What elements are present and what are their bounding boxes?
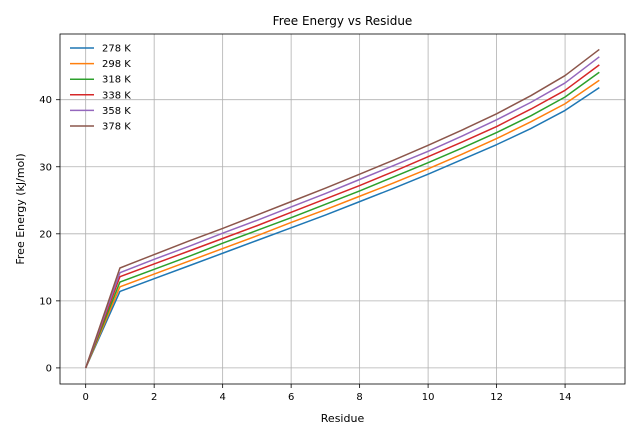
legend-label: 298 K: [102, 59, 131, 70]
legend-label: 318 K: [102, 75, 131, 86]
legend-label: 358 K: [102, 106, 131, 117]
x-tick-label: 0: [82, 392, 88, 403]
legend: 278 K 298 K 318 K 338 K 358 K 378 K: [70, 44, 131, 133]
series-line-298-k: [84, 79, 600, 369]
x-tick-label: 8: [356, 392, 362, 403]
grid-layer: [60, 34, 625, 384]
chart-title: Free Energy vs Residue: [273, 14, 413, 28]
x-tick-label: 6: [288, 392, 294, 403]
y-tick-label: 30: [39, 162, 52, 173]
legend-label: 278 K: [102, 44, 131, 55]
x-axis-label: Residue: [321, 412, 365, 425]
series-line-338-k: [84, 64, 600, 369]
series-line-358-k: [84, 56, 600, 369]
series-layer: [84, 48, 600, 369]
series-line-318-k: [84, 71, 600, 369]
x-tick-label: 4: [219, 392, 225, 403]
x-tick-label: 14: [559, 392, 572, 403]
legend-label: 338 K: [102, 90, 131, 101]
plot-frame: [59, 33, 626, 385]
x-tick-label: 2: [151, 392, 157, 403]
legend-label: 378 K: [102, 122, 131, 133]
y-tick-label: 20: [39, 229, 52, 240]
y-tick-label: 0: [46, 363, 52, 374]
series-line-378-k: [84, 48, 600, 369]
ticks-layer: 0 2 4 6 8 10 12 14 0 10 20 30 40: [39, 95, 571, 403]
x-tick-label: 12: [490, 392, 503, 403]
y-tick-label: 10: [39, 296, 52, 307]
y-tick-label: 40: [39, 95, 52, 106]
series-line-278-k: [84, 87, 600, 369]
y-axis-label: Free Energy (kJ/mol): [14, 153, 27, 264]
x-tick-label: 10: [422, 392, 435, 403]
